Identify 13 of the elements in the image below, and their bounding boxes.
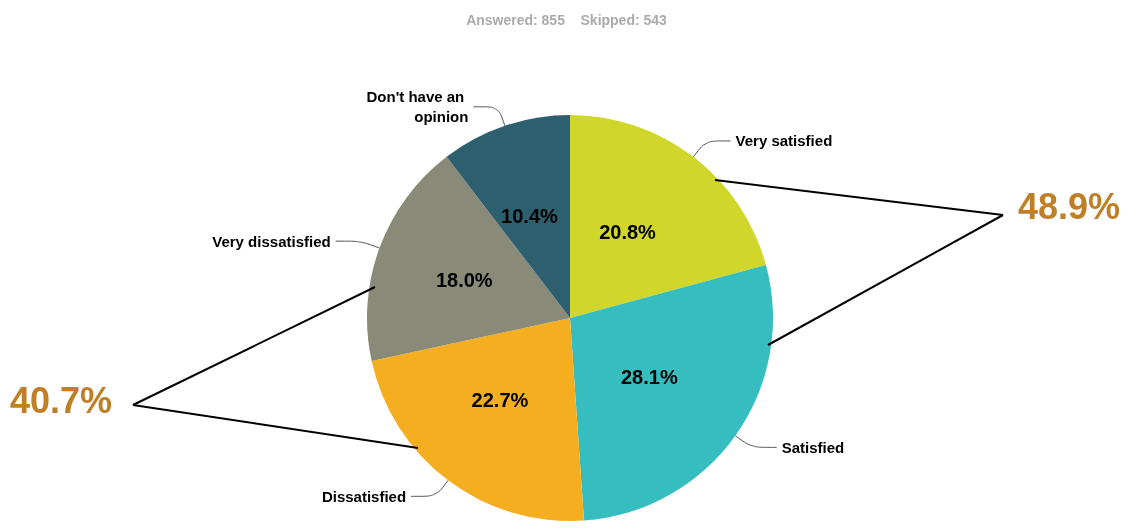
slice-label: Very satisfied [735,132,833,150]
data-label: 10.4% [501,205,559,228]
slice-label: Dissatisfied [321,487,407,505]
data-label: 28.1% [620,366,678,389]
data-label: 20.8% [599,221,657,244]
slice-label: Don't have an opinion [366,88,469,126]
text: 40.7% [10,380,113,422]
chart-title: Answered: 855 Skipped: 543 [466,12,668,28]
slice-label: Very dissatisfied [212,232,331,250]
slice-label: Satisfied [781,438,845,456]
data-label: 22.7% [471,389,529,412]
text: 48.9% [1018,186,1121,228]
data-label: 18.0% [435,268,493,291]
